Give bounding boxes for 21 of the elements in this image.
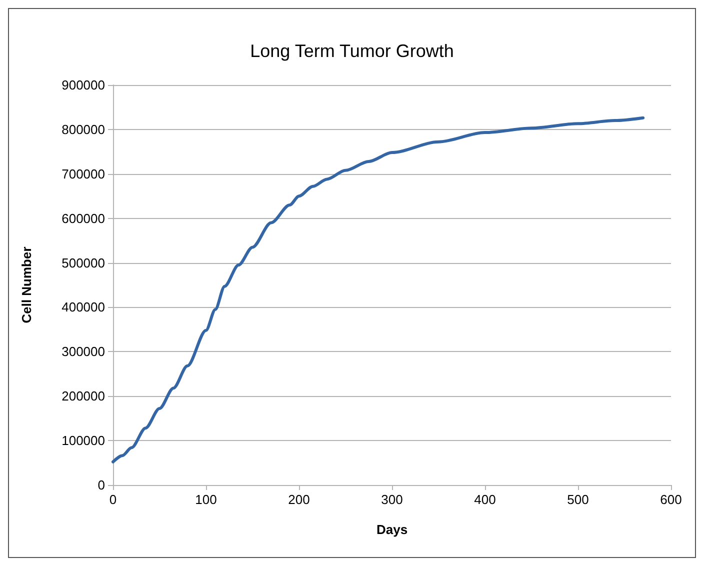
- x-tick-label: 500: [567, 492, 589, 507]
- y-tick-label: 200000: [62, 388, 105, 404]
- y-axis-title: Cell Number: [19, 246, 34, 324]
- line-series: [112, 116, 645, 464]
- x-axis-title: Days: [376, 522, 408, 537]
- x-tick-label: 300: [381, 492, 403, 507]
- x-tick-label: 600: [660, 492, 682, 507]
- y-tick-label: 300000: [62, 344, 105, 360]
- y-tick-label: 100000: [62, 433, 105, 448]
- x-tick-label: 200: [288, 492, 310, 507]
- x-tick-label: 100: [195, 492, 217, 507]
- chart-title: Long Term Tumor Growth: [250, 41, 454, 61]
- y-tick-label: 700000: [62, 166, 105, 182]
- x-tick-label: 0: [109, 492, 117, 507]
- x-tick-label: 400: [474, 492, 496, 507]
- y-tick-label: 800000: [62, 122, 105, 137]
- y-tick-label: 900000: [62, 78, 105, 92]
- y-tick-label: 0: [98, 478, 105, 492]
- y-tick-label: 600000: [62, 210, 105, 226]
- y-tick-label: 400000: [62, 300, 105, 315]
- y-tick-label: 500000: [62, 255, 105, 270]
